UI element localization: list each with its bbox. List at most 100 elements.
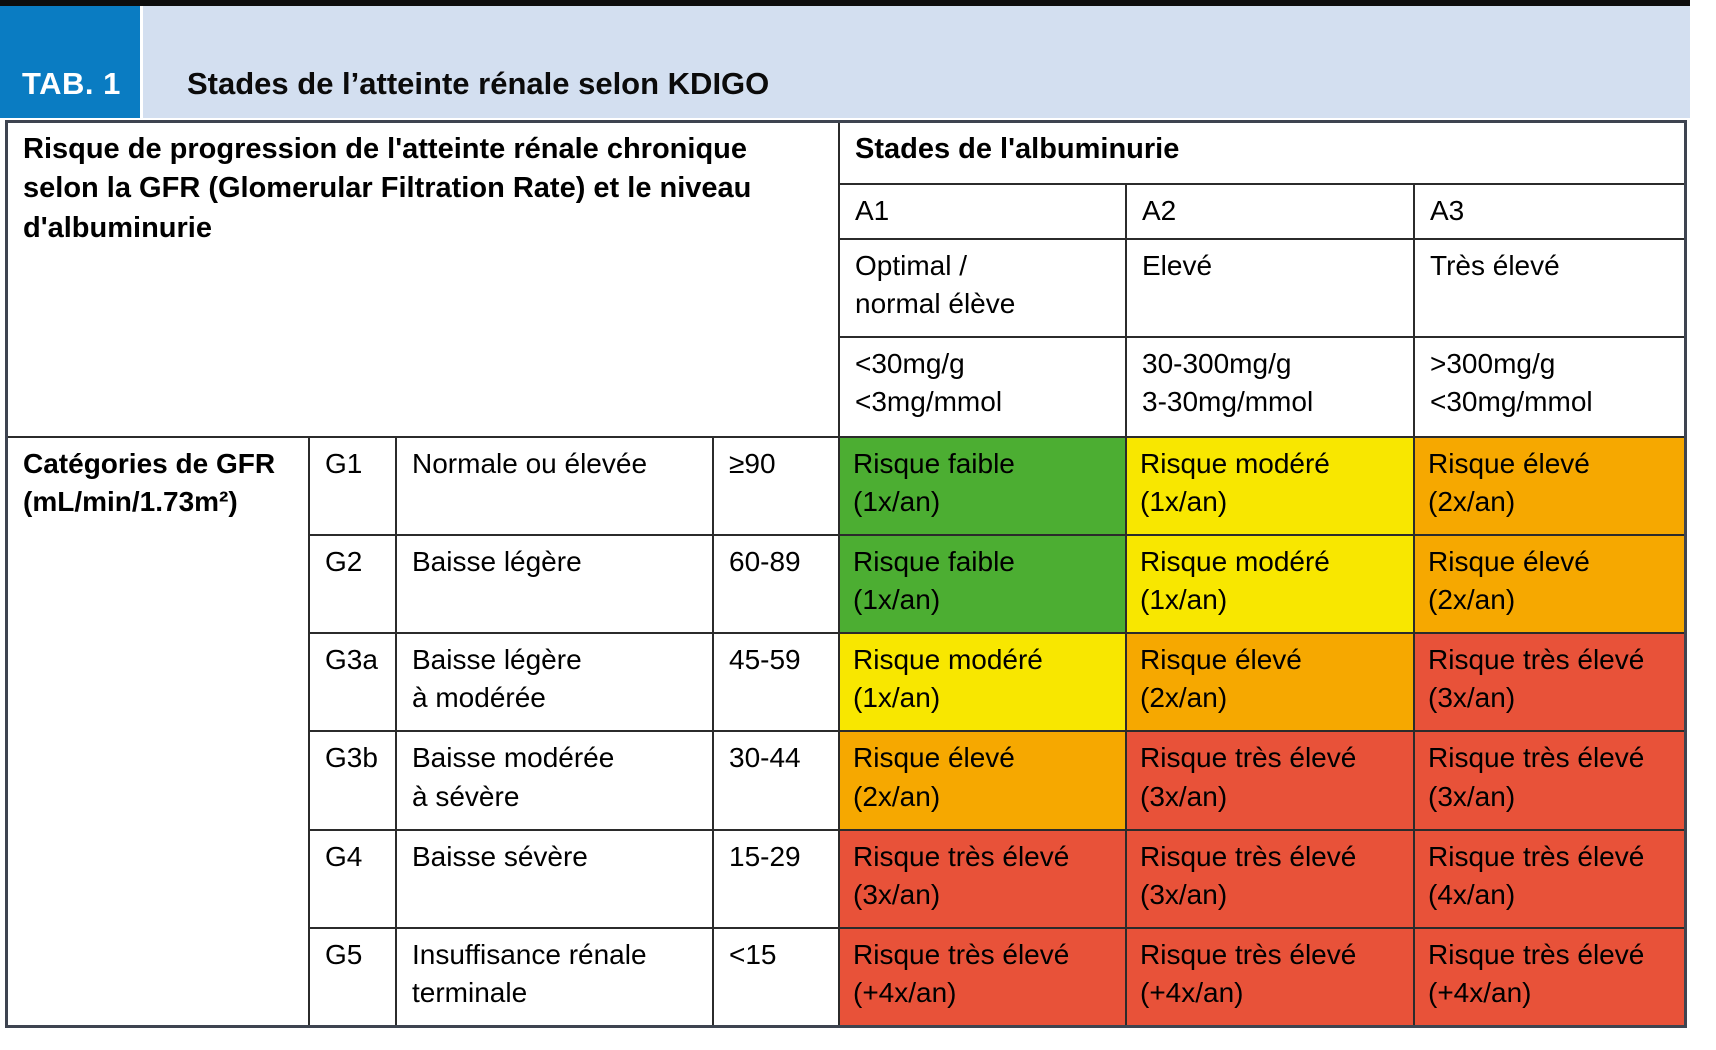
risk-cell-g4-a3: Risque très élevé (4x/an) (1415, 830, 1684, 927)
table-header-bar: TAB. 1 Stades de l’atteinte rénale selon… (0, 6, 1690, 118)
gfr-code-g3a: G3a (310, 634, 395, 731)
gfr-description-g1-line1: Normale ou élevée (412, 448, 648, 479)
gfr-description-g4: Baisse sévère (397, 830, 712, 927)
table-title: Stades de l’atteinte rénale selon KDIGO (143, 6, 1690, 118)
albuminuria-range-a3: >300mg/g <30mg/mmol (1415, 338, 1684, 436)
gfr-category-header-line2: (mL/min/1.73m²) (23, 486, 238, 518)
risk-label: Risque modéré (853, 644, 1043, 676)
risk-cell-g1-a2: Risque modéré (1x/an) (1127, 438, 1413, 535)
albuminuria-level-a3-line1: Très élevé (1430, 250, 1560, 281)
risk-cell-g5-a3: Risque très élevé (+4x/an) (1415, 928, 1684, 1025)
albuminuria-level-a3: Très élevé (1415, 240, 1684, 336)
gfr-description-g2-line1: Baisse légère (412, 546, 582, 578)
risk-frequency: (+4x/an) (1140, 976, 1244, 1008)
risk-progression-header-line3: d'albuminurie (23, 211, 212, 244)
albuminuria-level-a1-line2: normal élève (855, 288, 1016, 320)
risk-cell-g3a-a3: Risque très élevé (3x/an) (1415, 634, 1684, 731)
risk-cell-g5-a2: Risque très élevé (+4x/an) (1127, 928, 1413, 1025)
risk-cell-g2-a2: Risque modéré (1x/an) (1127, 536, 1413, 633)
risk-cell-g3a-a2: Risque élevé (2x/an) (1127, 634, 1413, 731)
risk-frequency: (3x/an) (853, 878, 941, 910)
albuminuria-level-a2-line1: Elevé (1142, 250, 1213, 281)
risk-cell-g3b-a2: Risque très élevé (3x/an) (1127, 732, 1413, 829)
risk-cell-g2-a3: Risque élevé (2x/an) (1415, 536, 1684, 633)
risk-cell-g3b-a1: Risque élevé (2x/an) (840, 732, 1125, 829)
gfr-description-g3b-line2: à sévère (412, 780, 520, 812)
risk-cell-g2-a1: Risque faible (1x/an) (840, 536, 1125, 633)
risk-label: Risque faible (853, 448, 1015, 479)
risk-frequency: (2x/an) (1428, 584, 1516, 616)
gfr-description-g2: Baisse légère (397, 536, 712, 633)
risk-label: Risque élevé (1428, 448, 1590, 479)
gfr-description-g3b-line1: Baisse modérée (412, 742, 615, 774)
albuminuria-code-a2: A2 (1127, 185, 1413, 238)
risk-label: Risque élevé (1428, 546, 1590, 578)
risk-progression-header: Risque de progression de l'atteinte réna… (8, 123, 838, 436)
risk-label: Risque très élevé (1140, 840, 1357, 872)
risk-frequency: (2x/an) (1140, 682, 1228, 714)
risk-frequency: (3x/an) (1428, 780, 1516, 812)
top-rule (0, 0, 1690, 6)
risk-frequency: (2x/an) (1428, 486, 1516, 518)
albuminuria-range-a2: 30-300mg/g 3-30mg/mmol (1127, 338, 1413, 436)
risk-frequency: (1x/an) (1140, 584, 1228, 616)
gfr-range-g1: ≥90 (714, 438, 838, 535)
risk-frequency: (1x/an) (853, 486, 941, 518)
risk-frequency: (3x/an) (1140, 780, 1228, 812)
risk-label: Risque très élevé (1140, 742, 1357, 774)
tab-badge: TAB. 1 (0, 6, 140, 118)
albuminuria-code-a1: A1 (840, 185, 1125, 238)
risk-frequency: (1x/an) (853, 682, 941, 714)
gfr-description-g5-line2: terminale (412, 976, 528, 1008)
gfr-description-g3a-line2: à modérée (412, 682, 546, 714)
risk-frequency: (4x/an) (1428, 878, 1516, 910)
risk-label: Risque élevé (853, 742, 1015, 774)
gfr-category-header-line1: Catégories de GFR (23, 448, 276, 479)
risk-frequency: (1x/an) (1140, 486, 1228, 518)
gfr-description-g5-line1: Insuffisance rénale (412, 938, 647, 970)
risk-label: Risque très élevé (853, 840, 1070, 872)
risk-cell-g4-a1: Risque très élevé (3x/an) (840, 830, 1125, 927)
risk-label: Risque élevé (1140, 644, 1302, 676)
risk-cell-g4-a2: Risque très élevé (3x/an) (1127, 830, 1413, 927)
risk-frequency: (2x/an) (853, 780, 941, 812)
risk-label: Risque modéré (1140, 448, 1330, 479)
gfr-range-g2: 60-89 (714, 536, 838, 633)
risk-cell-g3b-a3: Risque très élevé (3x/an) (1415, 732, 1684, 829)
gfr-description-g3a-line1: Baisse légère (412, 644, 582, 676)
gfr-range-g4: 15-29 (714, 830, 838, 927)
albuminuria-range-a2-line1: 30-300mg/g (1142, 348, 1292, 379)
risk-cell-g3a-a1: Risque modéré (1x/an) (840, 634, 1125, 731)
gfr-description-g1: Normale ou élevée (397, 438, 712, 535)
albuminuria-level-a2: Elevé (1127, 240, 1413, 336)
gfr-range-g3b: 30-44 (714, 732, 838, 829)
risk-label: Risque très élevé (1140, 938, 1357, 970)
risk-frequency: (3x/an) (1428, 682, 1516, 714)
gfr-range-g5: <15 (714, 928, 838, 1025)
gfr-code-g1: G1 (310, 438, 395, 535)
albuminuria-range-a3-line2: <30mg/mmol (1430, 386, 1593, 418)
gfr-range-g3a: 45-59 (714, 634, 838, 731)
risk-progression-header-line2: selon la GFR (Glomerular Filtration Rate… (23, 172, 752, 205)
gfr-code-g2: G2 (310, 536, 395, 633)
risk-label: Risque très élevé (1428, 840, 1645, 872)
risk-label: Risque très élevé (1428, 742, 1645, 774)
risk-cell-g5-a1: Risque très élevé (+4x/an) (840, 928, 1125, 1025)
albuminuria-header: Stades de l'albuminurie (840, 123, 1684, 183)
gfr-code-g5: G5 (310, 928, 395, 1025)
gfr-description-g3b: Baisse modérée à sévère (397, 732, 712, 829)
albuminuria-range-a3-line1: >300mg/g (1430, 348, 1556, 379)
gfr-category-header: Catégories de GFR (mL/min/1.73m²) (8, 438, 308, 1025)
albuminuria-range-a1-line2: <3mg/mmol (855, 386, 1003, 418)
risk-frequency: (1x/an) (853, 584, 941, 616)
risk-frequency: (+4x/an) (1428, 976, 1532, 1008)
kdigo-table: Risque de progression de l'atteinte réna… (5, 120, 1687, 1028)
risk-label: Risque très élevé (1428, 644, 1645, 676)
gfr-description-g5: Insuffisance rénale terminale (397, 928, 712, 1025)
risk-label: Risque modéré (1140, 546, 1330, 578)
risk-label: Risque très élevé (853, 938, 1070, 970)
risk-progression-header-line1: Risque de progression de l'atteinte réna… (23, 133, 747, 165)
risk-cell-g1-a3: Risque élevé (2x/an) (1415, 438, 1684, 535)
risk-cell-g1-a1: Risque faible (1x/an) (840, 438, 1125, 535)
